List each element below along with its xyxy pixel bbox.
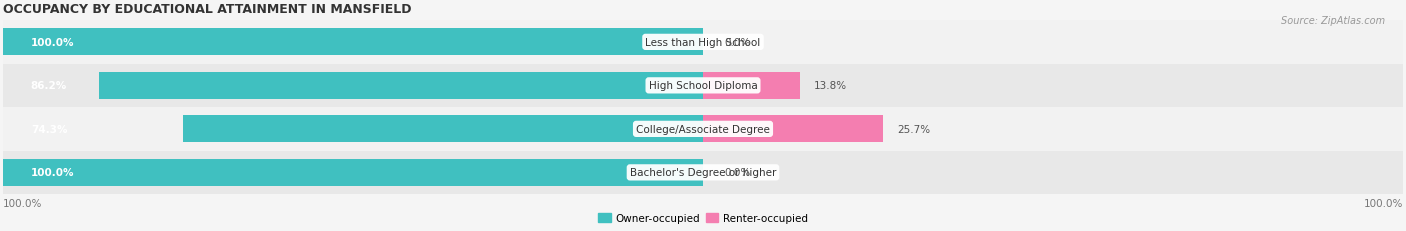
Bar xyxy=(3,29,703,56)
Text: 13.8%: 13.8% xyxy=(814,81,846,91)
Text: College/Associate Degree: College/Associate Degree xyxy=(636,124,770,134)
Text: Source: ZipAtlas.com: Source: ZipAtlas.com xyxy=(1281,16,1385,26)
Bar xyxy=(3,151,1403,194)
Text: 0.0%: 0.0% xyxy=(724,38,751,48)
Text: 100.0%: 100.0% xyxy=(31,168,75,178)
Text: 86.2%: 86.2% xyxy=(31,81,67,91)
Legend: Owner-occupied, Renter-occupied: Owner-occupied, Renter-occupied xyxy=(595,209,811,227)
Text: 0.0%: 0.0% xyxy=(724,168,751,178)
Text: 100.0%: 100.0% xyxy=(1364,198,1403,208)
Text: OCCUPANCY BY EDUCATIONAL ATTAINMENT IN MANSFIELD: OCCUPANCY BY EDUCATIONAL ATTAINMENT IN M… xyxy=(3,3,412,16)
Bar xyxy=(3,108,1403,151)
Text: High School Diploma: High School Diploma xyxy=(648,81,758,91)
Text: 100.0%: 100.0% xyxy=(3,198,42,208)
Bar xyxy=(3,159,703,186)
Text: Less than High School: Less than High School xyxy=(645,38,761,48)
Bar xyxy=(703,73,800,99)
Text: 25.7%: 25.7% xyxy=(897,124,931,134)
Bar xyxy=(3,64,1403,108)
Text: Bachelor's Degree or higher: Bachelor's Degree or higher xyxy=(630,168,776,178)
Bar xyxy=(703,116,883,143)
Bar xyxy=(183,116,703,143)
Text: 100.0%: 100.0% xyxy=(31,38,75,48)
Bar xyxy=(3,21,1403,64)
Bar xyxy=(100,73,703,99)
Text: 74.3%: 74.3% xyxy=(31,124,67,134)
